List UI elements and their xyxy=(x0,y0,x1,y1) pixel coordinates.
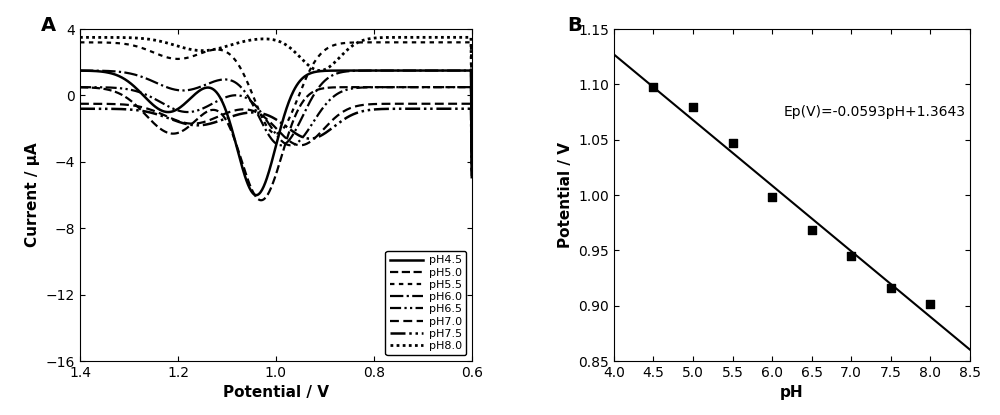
Line: pH6.5: pH6.5 xyxy=(80,87,472,162)
pH5.5 xyxy=(260,122,272,127)
Line: pH5.0: pH5.0 xyxy=(80,87,472,200)
pH5.0 xyxy=(458,85,470,90)
pH6.0 xyxy=(465,68,477,73)
Line: pH7.5: pH7.5 xyxy=(80,109,472,178)
pH7.5 xyxy=(395,106,407,111)
pH6.0 xyxy=(466,151,478,156)
pH8.0 xyxy=(466,118,478,123)
pH5.0 xyxy=(255,198,267,203)
pH6.0 xyxy=(307,93,319,98)
pH5.5 xyxy=(462,40,474,45)
pH6.0 xyxy=(456,68,468,73)
pH4.5 xyxy=(74,68,86,73)
pH7.0 xyxy=(465,101,477,106)
pH6.5 xyxy=(456,85,468,90)
pH5.0 xyxy=(440,85,452,90)
pH8.0 xyxy=(307,66,319,71)
Line: pH6.0: pH6.0 xyxy=(80,71,472,154)
pH5.0 xyxy=(74,85,86,90)
pH5.0 xyxy=(466,176,478,181)
Point xyxy=(843,253,859,259)
Line: pH7.0: pH7.0 xyxy=(80,104,472,170)
Line: pH8.0: pH8.0 xyxy=(80,37,472,120)
pH6.5 xyxy=(395,85,407,90)
Point xyxy=(645,83,661,90)
pH7.5 xyxy=(260,112,272,117)
pH8.0 xyxy=(456,35,468,40)
pH6.5 xyxy=(465,85,477,90)
pH8.0 xyxy=(395,35,407,40)
Point xyxy=(725,140,741,146)
pH7.0 xyxy=(307,137,319,142)
pH8.0 xyxy=(262,37,274,42)
pH5.0 xyxy=(263,189,275,194)
pH6.0 xyxy=(395,68,407,73)
pH7.0 xyxy=(466,168,478,173)
pH4.5 xyxy=(251,193,263,198)
pH6.0 xyxy=(260,128,272,133)
pH6.0 xyxy=(262,132,274,137)
pH4.5 xyxy=(308,70,320,75)
pH6.5 xyxy=(260,117,272,122)
pH7.5 xyxy=(456,106,468,111)
pH7.0 xyxy=(262,118,274,123)
Point xyxy=(685,103,701,110)
pH7.0 xyxy=(395,101,407,106)
pH7.5 xyxy=(465,106,477,111)
pH8.0 xyxy=(465,35,477,40)
pH4.5 xyxy=(396,68,408,73)
pH5.0 xyxy=(287,120,299,124)
Point xyxy=(883,285,899,291)
pH7.0 xyxy=(260,116,272,121)
Line: pH4.5: pH4.5 xyxy=(80,71,472,195)
pH8.0 xyxy=(260,37,272,42)
X-axis label: Potential / V: Potential / V xyxy=(223,386,329,400)
pH6.0 xyxy=(74,68,86,73)
pH4.5 xyxy=(423,68,435,73)
pH7.5 xyxy=(466,176,478,181)
pH4.5 xyxy=(261,176,273,181)
pH7.0 xyxy=(74,101,86,106)
X-axis label: pH: pH xyxy=(780,386,804,400)
Text: B: B xyxy=(568,16,582,35)
Point xyxy=(922,300,938,307)
pH5.5 xyxy=(466,134,478,139)
pH6.5 xyxy=(466,159,478,164)
pH7.5 xyxy=(286,128,298,133)
Point xyxy=(804,227,820,234)
pH8.0 xyxy=(74,35,86,40)
pH8.0 xyxy=(286,47,298,52)
pH6.5 xyxy=(262,121,274,126)
pH5.0 xyxy=(261,193,273,198)
pH5.5 xyxy=(395,40,407,45)
Text: Ep(V)=-0.0593pH+1.3643: Ep(V)=-0.0593pH+1.3643 xyxy=(784,105,966,119)
pH7.5 xyxy=(74,106,86,111)
pH5.5 xyxy=(286,110,298,115)
Y-axis label: Potential / V: Potential / V xyxy=(558,142,573,248)
Text: A: A xyxy=(41,16,56,35)
pH5.5 xyxy=(456,40,468,45)
pH6.5 xyxy=(74,85,86,90)
pH4.5 xyxy=(263,168,275,173)
pH4.5 xyxy=(458,68,470,73)
pH7.5 xyxy=(262,113,274,118)
pH5.0 xyxy=(396,85,408,90)
pH7.5 xyxy=(307,136,319,141)
pH5.0 xyxy=(308,89,320,94)
Line: pH5.5: pH5.5 xyxy=(80,42,472,137)
pH4.5 xyxy=(466,168,478,173)
pH5.5 xyxy=(307,62,319,67)
pH7.0 xyxy=(456,101,468,106)
pH4.5 xyxy=(287,90,299,95)
pH6.5 xyxy=(286,143,298,148)
pH6.5 xyxy=(307,120,319,125)
pH7.0 xyxy=(286,140,298,145)
Legend: pH4.5, pH5.0, pH5.5, pH6.0, pH6.5, pH7.0, pH7.5, pH8.0: pH4.5, pH5.0, pH5.5, pH6.0, pH6.5, pH7.0… xyxy=(385,251,466,356)
pH6.0 xyxy=(286,134,298,139)
pH5.5 xyxy=(262,126,274,131)
Point xyxy=(764,194,780,200)
Y-axis label: Current / μA: Current / μA xyxy=(25,143,40,247)
pH5.5 xyxy=(74,40,86,45)
